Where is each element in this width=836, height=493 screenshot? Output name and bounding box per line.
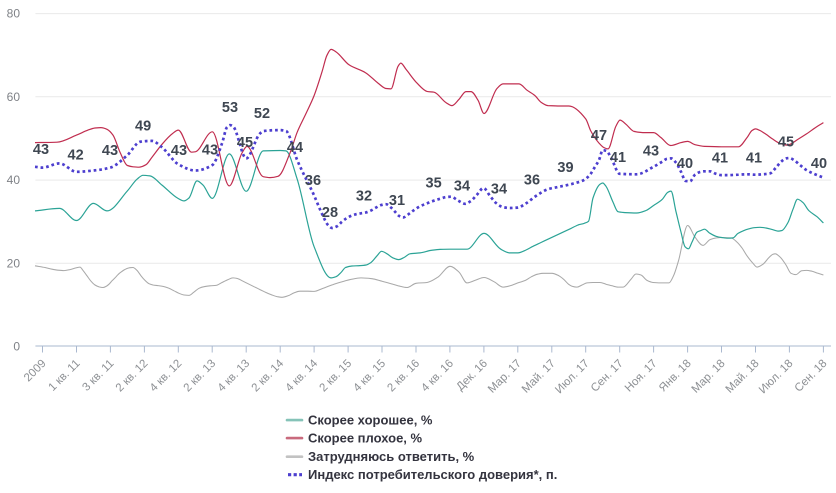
- svg-text:32: 32: [356, 189, 372, 205]
- svg-text:42: 42: [68, 147, 84, 163]
- svg-text:60: 60: [7, 90, 21, 104]
- svg-text:40: 40: [677, 156, 693, 172]
- svg-text:41: 41: [746, 150, 762, 166]
- svg-text:34: 34: [491, 181, 507, 197]
- svg-text:Затрудняюсь ответить, %: Затрудняюсь ответить, %: [308, 449, 475, 464]
- svg-text:43: 43: [33, 142, 49, 158]
- svg-text:Индекс потребительского довери: Индекс потребительского доверия*, п.: [308, 467, 557, 482]
- svg-text:39: 39: [557, 160, 573, 176]
- svg-text:0: 0: [13, 340, 20, 354]
- svg-text:34: 34: [454, 178, 470, 194]
- svg-text:20: 20: [7, 256, 21, 270]
- svg-text:43: 43: [102, 143, 118, 159]
- svg-text:47: 47: [591, 128, 607, 144]
- svg-text:52: 52: [254, 106, 270, 122]
- svg-text:49: 49: [135, 118, 151, 134]
- svg-text:35: 35: [426, 176, 442, 192]
- svg-text:45: 45: [778, 135, 794, 151]
- svg-text:43: 43: [171, 143, 187, 159]
- svg-text:36: 36: [305, 173, 321, 189]
- svg-text:44: 44: [287, 140, 303, 156]
- svg-text:43: 43: [643, 143, 659, 159]
- svg-text:40: 40: [7, 173, 21, 187]
- svg-text:41: 41: [712, 150, 728, 166]
- svg-text:31: 31: [389, 193, 405, 209]
- svg-text:43: 43: [202, 143, 218, 159]
- svg-text:Скорее плохое, %: Скорее плохое, %: [308, 431, 423, 446]
- svg-text:36: 36: [524, 173, 540, 189]
- svg-text:Скорее хорошее, %: Скорее хорошее, %: [308, 413, 433, 428]
- svg-text:53: 53: [222, 100, 238, 116]
- svg-text:45: 45: [237, 135, 253, 151]
- svg-text:28: 28: [322, 205, 338, 221]
- svg-text:40: 40: [811, 156, 827, 172]
- svg-text:41: 41: [610, 150, 626, 166]
- svg-text:80: 80: [7, 7, 21, 21]
